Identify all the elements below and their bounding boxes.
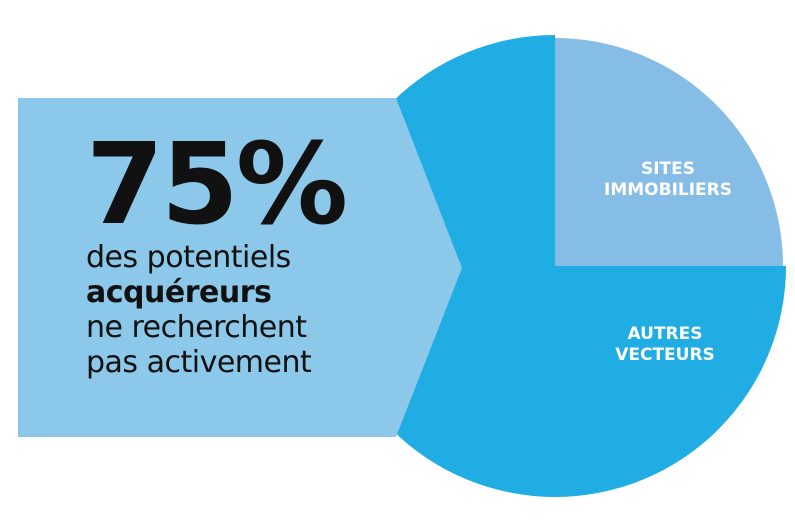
- callout-line: ne recherchent: [86, 310, 307, 345]
- pie-slice: [555, 38, 783, 266]
- big-percentage: 75%: [86, 120, 348, 250]
- callout-text: 75% des potentiels acquéreurs ne recherche…: [86, 120, 348, 380]
- callout-box: [18, 98, 462, 437]
- callout-line: pas activement: [86, 345, 312, 380]
- slice-label: SITES IMMOBILIERS: [604, 159, 732, 200]
- slice-label: AUTRES VECTEURS: [615, 324, 715, 365]
- callout-line: acquéreurs: [86, 275, 272, 310]
- callout-line: des potentiels: [86, 240, 291, 275]
